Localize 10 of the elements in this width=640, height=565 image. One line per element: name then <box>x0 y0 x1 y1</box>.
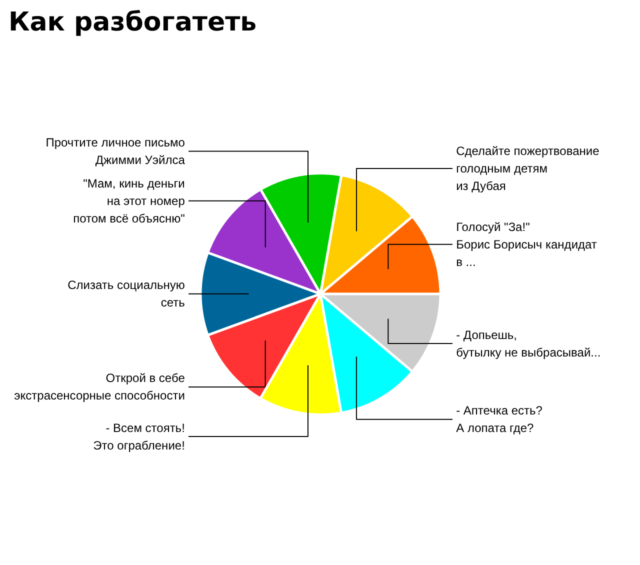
slice-label: Прочтите личное письмо Джимми Уэйлса <box>46 136 186 168</box>
slice-label: - Всем стоять! Это ограбление! <box>93 420 185 452</box>
slice-label: - Допьешь, бутылку не выбрасывай... <box>456 328 601 360</box>
slice-label: - Аптечка есть? А лопата где? <box>456 404 543 436</box>
slice-label: Слизать социальную сеть <box>68 278 185 310</box>
slice-label: "Мам, кинь деньги на этот номер потом всё объясню" <box>73 176 186 226</box>
slice-label: Сделайте пожертвование голодным детям из Дубая <box>456 144 600 194</box>
slice-label: Открой в себе экстрасенсорные способности <box>14 371 186 403</box>
slice-label: Голосуй "За!" Борис Борисыч кандидат в ... <box>456 220 598 269</box>
chart-title: Как разбогатеть <box>8 8 257 38</box>
